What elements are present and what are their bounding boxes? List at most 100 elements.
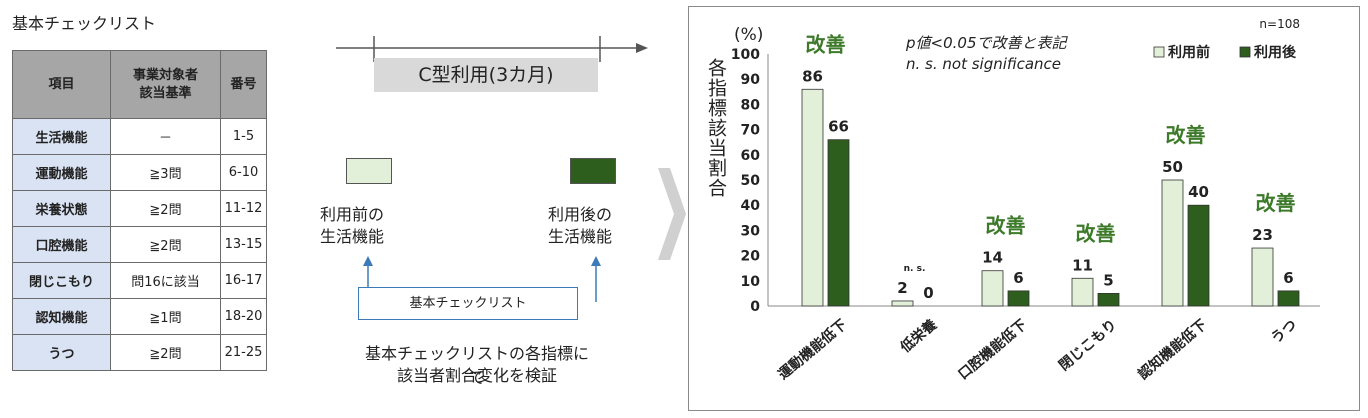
bar (891, 300, 914, 307)
table-title: 基本チェックリスト (12, 14, 157, 33)
before-label-line-1: 利用前の (320, 205, 385, 224)
sample-size: n=108 (1259, 17, 1300, 31)
x-tick-label: うつ (1268, 317, 1300, 347)
row-category: うつ (12, 334, 111, 371)
bar (1187, 204, 1210, 307)
table-row: 栄養状態 ≧2問 11-12 (12, 190, 267, 227)
after-label-line-1: 利用後の (548, 205, 613, 224)
y-tick-label: 50 (741, 173, 761, 189)
row-number: 16-17 (220, 262, 267, 299)
significance-annotation: 改善 (1256, 191, 1296, 215)
bar (1097, 292, 1120, 307)
row-category: 運動機能 (12, 154, 111, 191)
x-tick-label: 運動機能低下 (775, 316, 850, 383)
y-tick-label: 0 (750, 299, 760, 315)
x-tick-label: 低栄養 (896, 316, 940, 357)
period-label: C型利用(3カ月) (374, 58, 598, 92)
data-label: 6 (1013, 269, 1023, 287)
significance-annotation: 改善 (986, 214, 1026, 238)
bar (1071, 277, 1094, 307)
row-category: 生活機能 (12, 118, 111, 155)
data-label: 66 (828, 118, 849, 136)
row-number: 1-5 (220, 118, 267, 155)
checklist-box: 基本チェックリスト (358, 287, 578, 320)
ns-note: n. s. not significance (906, 55, 1061, 73)
significance-annotation: 改善 (806, 32, 846, 56)
table-header-row: 項目 事業対象者 該当基準 番号 (12, 50, 267, 119)
data-label: 40 (1188, 183, 1209, 201)
y-axis-label: 各指標該当割合 (705, 58, 727, 198)
y-tick-label: 90 (741, 72, 761, 88)
row-number: 11-12 (220, 190, 267, 227)
checklist-table: 項目 事業対象者 該当基準 番号 生活機能－ 1-5 運動機能 ≧3問 6-10 栄養状態… (12, 50, 267, 371)
timeline-arrow (336, 36, 648, 62)
before-label-line-2: 生活機能 (320, 227, 385, 246)
row-criterion: ≧2問 (110, 226, 221, 263)
x-tick-label: 認知機能低下 (1135, 316, 1210, 383)
significance-annotation: 改善 (1166, 123, 1206, 147)
bar (1277, 290, 1300, 307)
bar (1251, 247, 1274, 307)
row-number: 13-15 (220, 226, 267, 263)
chevron-right-icon (658, 168, 686, 260)
row-criterion: ≧3問 (110, 154, 221, 191)
legend-swatch (1239, 46, 1251, 58)
header-item: 項目 (12, 50, 111, 119)
table-row: 閉じこもり 問16に該当 16-17 (12, 262, 267, 299)
y-unit-label: (%) (734, 25, 763, 45)
significance-note: p値<0.05で改善と表記 (905, 34, 1068, 52)
significance-annotation: 改善 (1076, 221, 1116, 245)
row-category: 認知機能 (12, 298, 111, 335)
row-criterion: 問16に該当 (110, 262, 221, 299)
significance-annotation: n. s. (904, 264, 926, 274)
table-row: 認知機能 ≧1問 18-20 (12, 298, 267, 335)
row-category: 栄養状態 (12, 190, 111, 227)
table-row: うつ ≧2問 21-25 (12, 334, 267, 371)
row-number: 21-25 (220, 334, 267, 371)
data-label: 14 (982, 249, 1003, 267)
summary-line-2: 該当者割合変化を検証 (396, 366, 557, 385)
legend-swatch (1153, 46, 1165, 58)
y-tick-label: 30 (741, 223, 761, 239)
bar (1161, 179, 1184, 307)
table-row: 運動機能 ≧3問 6-10 (12, 154, 267, 191)
data-label: 86 (802, 67, 823, 85)
row-number: 6-10 (220, 154, 267, 191)
legend-label: 利用前 (1168, 44, 1210, 61)
y-tick-label: 80 (741, 97, 761, 113)
legend-label: 利用後 (1254, 44, 1297, 61)
row-criterion: ≧2問 (110, 334, 221, 371)
header-criterion: 事業対象者 該当基準 (110, 50, 221, 119)
x-tick-label: 口腔機能低下 (955, 316, 1030, 383)
y-tick-label: 100 (731, 47, 760, 63)
data-label: 23 (1252, 226, 1273, 244)
after-swatch (570, 158, 616, 184)
bar-chart: 0102030405060708090100(%)各指標該当割合p値<0.05で… (705, 17, 1320, 383)
bar (827, 139, 850, 307)
data-label: 2 (897, 279, 907, 297)
row-category: 閉じこもり (12, 262, 111, 299)
bar (981, 270, 1004, 307)
row-category: 口腔機能 (12, 226, 111, 263)
data-label: 11 (1072, 256, 1093, 274)
row-criterion: － (110, 118, 221, 155)
chart-frame (688, 6, 1360, 411)
row-criterion: ≧1問 (110, 298, 221, 335)
bar (801, 88, 824, 307)
y-tick-label: 70 (741, 123, 761, 139)
after-label-line-2: 生活機能 (548, 227, 613, 246)
before-swatch (346, 158, 392, 184)
table-row: 口腔機能 ≧2問 13-15 (12, 226, 267, 263)
data-label: 6 (1283, 269, 1293, 287)
y-tick-label: 20 (741, 249, 761, 265)
table-row: 生活機能－ 1-5 (12, 118, 267, 155)
data-label: 0 (923, 284, 933, 302)
data-label: 50 (1162, 158, 1183, 176)
data-label: 5 (1103, 271, 1113, 289)
row-number: 18-20 (220, 298, 267, 335)
row-criterion: ≧2問 (110, 190, 221, 227)
y-tick-label: 40 (741, 198, 761, 214)
header-number: 番号 (220, 50, 267, 119)
bar (1007, 290, 1030, 307)
y-tick-label: 10 (741, 274, 761, 290)
